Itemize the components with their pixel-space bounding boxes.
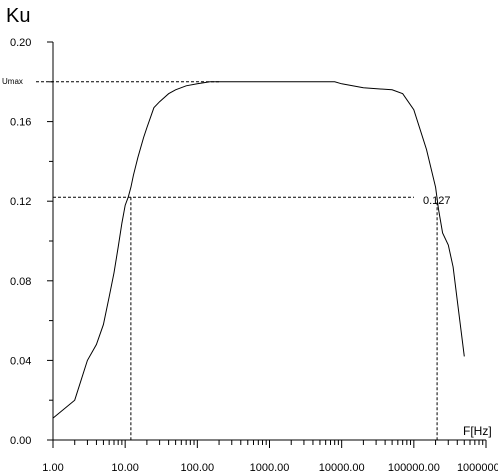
x-tick-label: 1000000.00 <box>457 462 498 474</box>
y-tick-label: 0.20 <box>10 37 31 49</box>
x-axis-label: F[Hz] <box>463 424 492 438</box>
y-tick-label: 0.04 <box>10 355 31 367</box>
x-tick-label: 10000.00 <box>319 462 365 474</box>
y-tick-label: 0.12 <box>10 196 31 208</box>
guide-lines <box>36 81 438 440</box>
x-axis-ticks: 1.00 10.00 100.00 1000.00 10000.00 100000.00 1… <box>42 440 498 474</box>
x-tick-label: 1000.00 <box>250 462 290 474</box>
level-annotation: 0.127 <box>423 195 451 207</box>
x-tick-label: 10.00 <box>111 462 139 474</box>
x-tick-label: 100.00 <box>181 462 215 474</box>
x-tick-label: 100000.00 <box>388 462 440 474</box>
y-tick-label: 0.16 <box>10 117 31 129</box>
y-tick-label: 0.00 <box>10 435 31 447</box>
series-line-0 <box>52 81 465 419</box>
chart-axes <box>52 42 486 441</box>
x-tick-label: 1.00 <box>42 462 63 474</box>
y-axis-ticks: 0.00 0.04 0.08 0.12 0.16 0.20 <box>10 37 53 447</box>
plot-area <box>52 81 465 419</box>
y-axis-label: Ku <box>6 5 30 27</box>
y-tick-label: 0.08 <box>10 276 31 288</box>
umax-label: Umax <box>2 77 23 86</box>
